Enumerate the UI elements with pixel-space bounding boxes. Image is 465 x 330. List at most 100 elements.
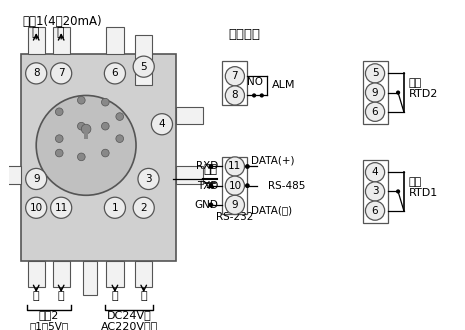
Circle shape (116, 113, 124, 120)
Circle shape (226, 86, 245, 105)
Text: DATA(－): DATA(－) (251, 206, 292, 215)
Circle shape (101, 149, 109, 157)
Text: 10: 10 (228, 181, 241, 191)
Circle shape (133, 197, 154, 218)
Text: 7: 7 (232, 71, 238, 81)
Text: 5: 5 (372, 68, 379, 79)
Text: 9: 9 (33, 174, 40, 184)
Bar (53, 27, 70, 54)
Circle shape (78, 122, 85, 130)
Text: 接地: 接地 (204, 163, 218, 176)
Text: RTD2: RTD2 (409, 89, 438, 99)
Bar (222, 61, 247, 105)
Text: TXD: TXD (197, 181, 219, 191)
Bar (27, 261, 45, 287)
Circle shape (226, 157, 245, 176)
Circle shape (51, 63, 72, 84)
Bar (176, 166, 203, 184)
Circle shape (116, 135, 124, 143)
Circle shape (51, 197, 72, 218)
Text: 3: 3 (145, 174, 152, 184)
Text: 报警输出: 报警输出 (228, 28, 260, 41)
Text: 8: 8 (33, 68, 40, 79)
Text: DATA(+): DATA(+) (251, 156, 295, 166)
Circle shape (365, 102, 385, 121)
Bar (176, 107, 203, 124)
Text: 8: 8 (232, 90, 238, 100)
Text: （1～5V）: （1～5V） (29, 321, 68, 330)
Circle shape (55, 135, 63, 143)
Bar (83, 261, 97, 295)
Text: 6: 6 (372, 206, 379, 215)
Circle shape (55, 149, 63, 157)
Text: ＋: ＋ (56, 26, 64, 39)
Circle shape (55, 108, 63, 116)
Bar (135, 261, 153, 287)
Circle shape (365, 201, 385, 220)
Text: 10: 10 (30, 203, 43, 213)
Bar (0, 166, 21, 184)
Bar (363, 160, 387, 223)
Bar (135, 35, 153, 85)
Circle shape (101, 98, 109, 106)
Text: 1: 1 (112, 203, 118, 213)
Circle shape (78, 153, 85, 161)
Text: 5: 5 (140, 62, 147, 72)
Circle shape (36, 95, 136, 195)
Bar (222, 157, 247, 214)
Circle shape (226, 176, 245, 195)
Bar (27, 27, 45, 54)
Text: AC220V供电: AC220V供电 (101, 321, 158, 330)
Text: GND: GND (195, 200, 219, 210)
Text: －: － (140, 291, 147, 301)
Circle shape (208, 183, 213, 188)
Text: 输入: 输入 (409, 78, 422, 88)
Text: 11: 11 (54, 203, 68, 213)
Circle shape (396, 189, 400, 194)
Circle shape (78, 96, 85, 104)
Text: RS-485: RS-485 (268, 181, 306, 191)
Text: 输出2: 输出2 (39, 310, 59, 320)
Circle shape (396, 90, 400, 95)
Circle shape (226, 195, 245, 214)
Circle shape (365, 163, 385, 182)
Circle shape (208, 164, 213, 169)
Circle shape (208, 203, 213, 207)
Circle shape (26, 63, 47, 84)
Text: 6: 6 (112, 68, 118, 79)
Circle shape (26, 197, 47, 218)
Circle shape (152, 114, 173, 135)
Text: 4: 4 (159, 119, 165, 129)
Text: ALM: ALM (272, 80, 296, 90)
Text: 9: 9 (372, 87, 379, 98)
Text: DC24V或: DC24V或 (107, 310, 152, 320)
Text: 输入: 输入 (409, 177, 422, 187)
Bar (53, 261, 70, 287)
Text: NO: NO (247, 77, 263, 87)
Text: 11: 11 (228, 161, 241, 172)
Bar (363, 61, 387, 124)
Circle shape (365, 182, 385, 201)
Circle shape (104, 63, 126, 84)
Bar (106, 27, 124, 54)
Circle shape (245, 164, 250, 169)
Circle shape (226, 67, 245, 86)
Circle shape (26, 168, 47, 189)
Text: 9: 9 (232, 200, 238, 210)
Text: 输出1(4～20mA): 输出1(4～20mA) (23, 15, 102, 28)
Text: RTD1: RTD1 (409, 188, 438, 198)
Bar (84, 133, 88, 139)
Text: 2: 2 (140, 203, 147, 213)
Circle shape (81, 124, 91, 134)
Circle shape (133, 56, 154, 77)
Text: －: － (58, 291, 65, 301)
Bar (21, 54, 176, 261)
Text: 4: 4 (372, 167, 379, 177)
Circle shape (365, 64, 385, 83)
Text: RS-232: RS-232 (216, 212, 253, 222)
Text: －: － (32, 26, 39, 39)
Circle shape (138, 168, 159, 189)
Text: 7: 7 (58, 68, 65, 79)
Circle shape (365, 83, 385, 102)
Circle shape (104, 197, 126, 218)
